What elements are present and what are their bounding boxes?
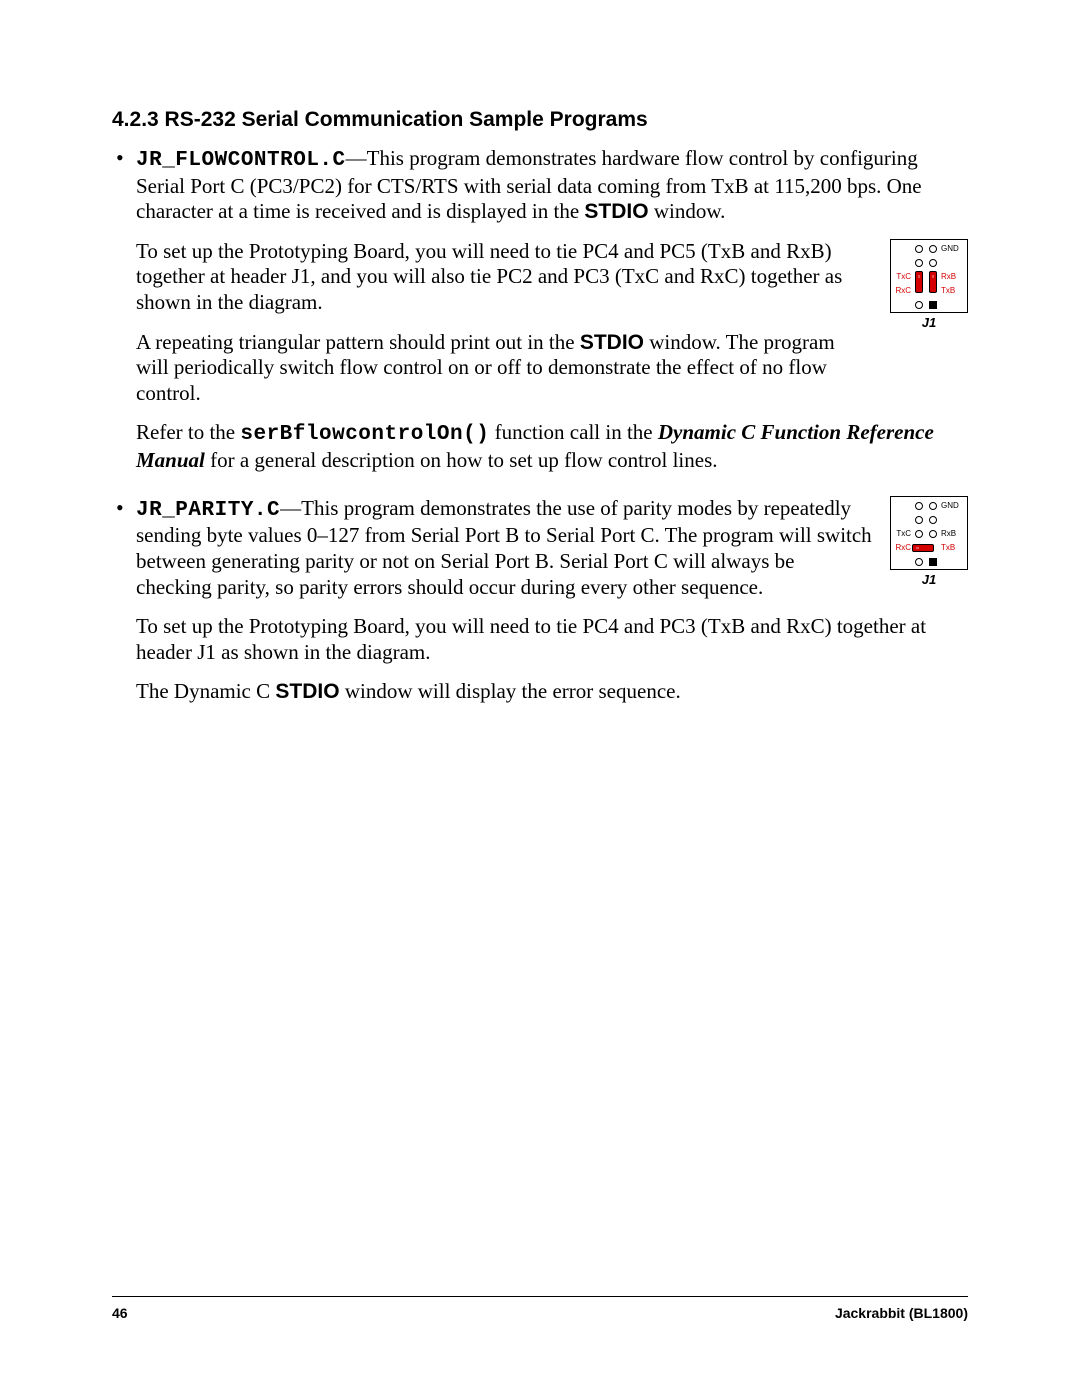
pin-pad-icon	[929, 259, 937, 267]
pin-pad-icon	[915, 516, 923, 524]
text: window will display the error sequence.	[340, 679, 681, 703]
stdio-label: STDIO	[580, 331, 644, 354]
jumper-icon	[915, 271, 923, 293]
pin-pad-icon	[915, 259, 923, 267]
pin-pad-icon	[915, 558, 923, 566]
pin-pad-icon	[929, 558, 937, 566]
diagram-frame: GND TxC RxB RxC TxB	[890, 239, 968, 313]
jumper-icon	[912, 544, 934, 552]
pin-label-gnd: GND	[940, 502, 959, 510]
text: window.	[649, 199, 726, 223]
pin-pad-icon	[915, 502, 923, 510]
footer-row: 46 Jackrabbit (BL1800)	[112, 1305, 968, 1321]
pin-pad-icon	[929, 530, 937, 538]
pin-pad-icon	[915, 245, 923, 253]
paragraph: A repeating triangular pattern should pr…	[136, 330, 872, 407]
filename-code: JR_PARITY.C	[136, 499, 280, 522]
text-diagram-row: To set up the Prototyping Board, you wil…	[136, 239, 968, 407]
pin-pad-icon	[929, 516, 937, 524]
list-item: JR_PARITY.C—This program demonstrates th…	[112, 496, 968, 705]
page-number: 46	[112, 1305, 128, 1321]
header-j1-label: J1	[890, 572, 968, 587]
pin-label-txb: TxB	[940, 544, 955, 552]
pin-pad-icon	[915, 530, 923, 538]
text-column: To set up the Prototyping Board, you wil…	[136, 239, 872, 407]
paragraph: Refer to the serBflowcontrolOn() functio…	[136, 420, 968, 473]
paragraph: To set up the Prototyping Board, you wil…	[136, 239, 872, 316]
pin-label-rxb: RxB	[940, 530, 956, 538]
pin-header-diagram: GND TxC RxB RxC TxB	[890, 496, 968, 587]
paragraph: JR_FLOWCONTROL.C—This program demonstrat…	[136, 146, 968, 225]
pin-label-txc: TxC	[896, 273, 912, 281]
function-code: serBflowcontrolOn()	[240, 423, 489, 446]
paragraph: To set up the Prototyping Board, you wil…	[136, 614, 968, 665]
text: The Dynamic C	[136, 679, 275, 703]
pin-label-rxc: RxC	[895, 287, 912, 295]
diagram-frame: GND TxC RxB RxC TxB	[890, 496, 968, 570]
jumper-icon	[929, 271, 937, 293]
list-item: JR_FLOWCONTROL.C—This program demonstrat…	[112, 146, 968, 474]
pin-grid: GND TxC RxB RxC TxB	[894, 500, 964, 568]
page-content: 4.2.3 RS-232 Serial Communication Sample…	[112, 108, 968, 727]
pin-label-txb: TxB	[940, 287, 955, 295]
paragraph: JR_PARITY.C—This program demonstrates th…	[136, 496, 872, 600]
pin-pad-icon	[929, 301, 937, 309]
pin-label-gnd: GND	[940, 245, 959, 253]
text-diagram-row: JR_PARITY.C—This program demonstrates th…	[136, 496, 968, 600]
filename-code: JR_FLOWCONTROL.C	[136, 149, 346, 172]
text-column: JR_PARITY.C—This program demonstrates th…	[136, 496, 872, 600]
paragraph: The Dynamic C STDIO window will display …	[136, 679, 968, 705]
text: for a general description on how to set …	[205, 448, 718, 472]
page-footer: 46 Jackrabbit (BL1800)	[112, 1296, 968, 1321]
footer-title: Jackrabbit (BL1800)	[835, 1305, 968, 1321]
pin-header-diagram: GND TxC RxB RxC TxB	[890, 239, 968, 330]
footer-rule	[112, 1296, 968, 1297]
pin-label-txc: TxC	[896, 530, 912, 538]
bullet-list: JR_FLOWCONTROL.C—This program demonstrat…	[112, 146, 968, 705]
text: function call in the	[489, 420, 658, 444]
pin-pad-icon	[929, 245, 937, 253]
stdio-label: STDIO	[584, 200, 648, 223]
header-j1-label: J1	[890, 315, 968, 330]
pin-grid: GND TxC RxB RxC TxB	[894, 243, 964, 311]
pin-pad-icon	[915, 301, 923, 309]
pin-pad-icon	[929, 502, 937, 510]
pin-label-rxb: RxB	[940, 273, 956, 281]
section-heading: 4.2.3 RS-232 Serial Communication Sample…	[112, 108, 968, 132]
pin-label-rxc: RxC	[895, 544, 912, 552]
text: Refer to the	[136, 420, 240, 444]
stdio-label: STDIO	[275, 680, 339, 703]
text: A repeating triangular pattern should pr…	[136, 330, 580, 354]
